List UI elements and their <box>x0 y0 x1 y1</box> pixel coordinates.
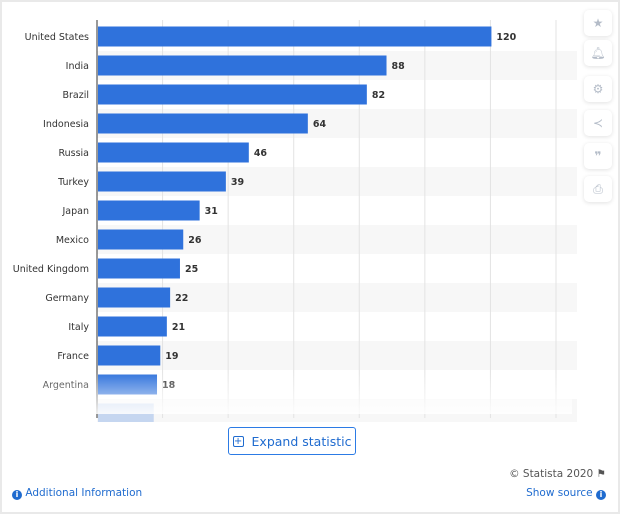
row-stripe <box>97 399 577 422</box>
star-icon[interactable]: ★ <box>584 10 612 36</box>
print-icon[interactable]: ⎙ <box>584 176 612 202</box>
data-label: 22 <box>175 293 188 304</box>
category-label: France <box>57 351 89 362</box>
share-icon[interactable]: ≺ <box>584 110 612 136</box>
bar <box>98 55 387 76</box>
bar <box>98 345 161 366</box>
bell-icon[interactable]: 🔔︎ <box>584 40 612 66</box>
copyright-text: © Statista 2020 <box>509 468 594 480</box>
flag-icon: ⚑ <box>596 468 606 480</box>
data-label: 21 <box>172 322 185 333</box>
plus-square-icon: + <box>232 435 244 447</box>
data-label: 25 <box>185 264 198 275</box>
category-label: Japan <box>62 206 90 217</box>
category-label: India <box>66 61 89 72</box>
data-label: 46 <box>254 148 268 159</box>
bar <box>98 142 249 163</box>
category-label: United Kingdom <box>13 264 89 275</box>
data-label: 64 <box>313 119 327 130</box>
bar <box>98 200 200 221</box>
gear-icon[interactable]: ⚙ <box>584 76 612 102</box>
bar <box>98 26 492 47</box>
bar <box>98 113 308 134</box>
bar-chart: United States 120 India 88 Brazil 82 Indonesia… <box>13 20 577 422</box>
data-label: 19 <box>165 351 178 362</box>
row-stripe <box>97 283 577 312</box>
bar <box>98 258 180 279</box>
copyright: © Statista 2020 ⚑ <box>509 468 606 480</box>
additional-info-text: Additional Information <box>25 487 143 499</box>
quote-icon[interactable]: ❞ <box>584 143 612 169</box>
bar-truncated <box>98 403 154 422</box>
category-label: Italy <box>68 322 89 333</box>
row-stripe <box>97 341 577 370</box>
expand-label: Expand statistic <box>251 433 352 449</box>
data-label: 88 <box>392 61 406 72</box>
category-label: Germany <box>45 293 89 304</box>
data-label: 18 <box>162 380 176 391</box>
bar <box>98 229 184 250</box>
data-label: 26 <box>188 235 202 246</box>
bar <box>98 84 367 105</box>
bar <box>98 374 158 395</box>
bar <box>98 171 226 192</box>
data-label: 31 <box>205 206 218 217</box>
category-label: Brazil <box>62 90 89 101</box>
info-icon: i <box>12 490 22 500</box>
category-label: Indonesia <box>43 119 89 130</box>
category-label: Argentina <box>43 380 89 391</box>
data-label: 82 <box>372 90 385 101</box>
category-label: Mexico <box>56 235 89 246</box>
show-source-text: Show source <box>526 487 593 499</box>
category-label: Turkey <box>57 177 89 188</box>
show-source-link[interactable]: Show source i <box>526 487 606 500</box>
data-label: 120 <box>496 32 516 43</box>
category-label: United States <box>25 32 89 43</box>
additional-information-link[interactable]: i Additional Information <box>12 487 142 500</box>
expand-statistic-button[interactable]: + Expand statistic <box>228 427 356 455</box>
data-label: 39 <box>231 177 244 188</box>
info-icon: i <box>596 490 606 500</box>
bar <box>98 316 167 337</box>
bar <box>98 287 171 308</box>
category-label: Russia <box>58 148 89 159</box>
